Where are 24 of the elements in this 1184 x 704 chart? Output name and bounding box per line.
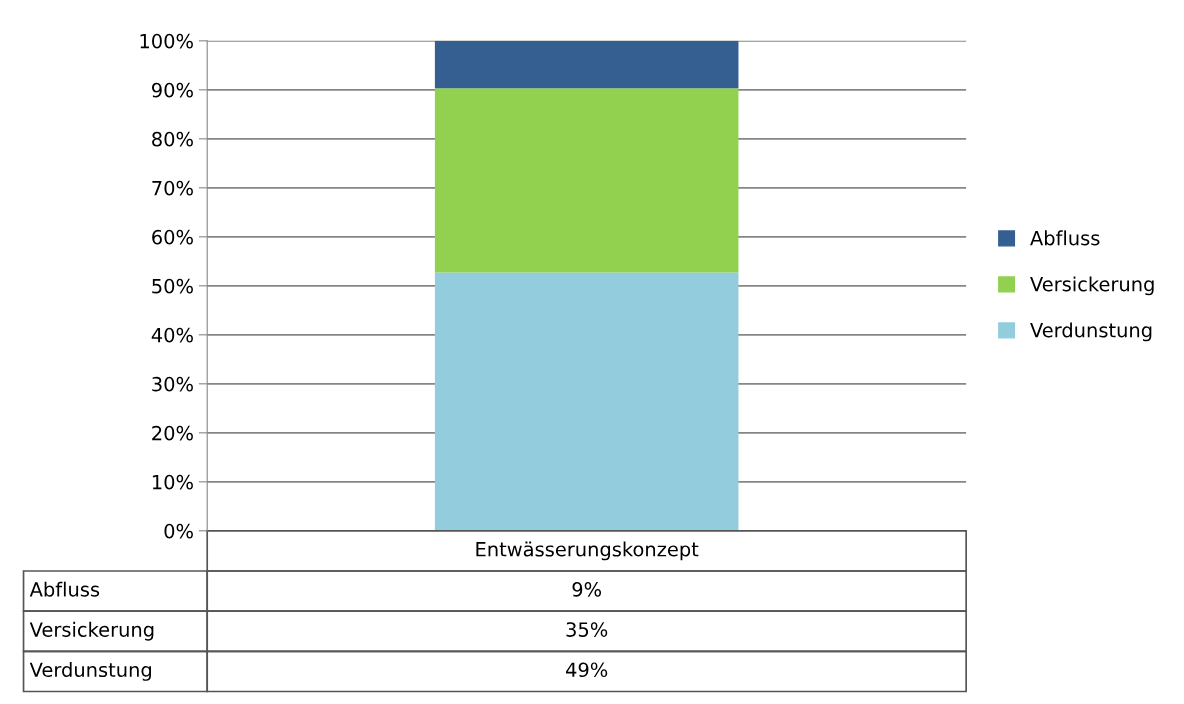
bar (434, 88, 739, 273)
y-tick-label: 40% (151, 327, 193, 343)
legend-label: Versickerung (1030, 276, 1154, 296)
y-tick-label: 30% (152, 376, 193, 392)
bar (434, 40, 739, 89)
text: Verdunstung (29, 662, 151, 681)
text: 49% (566, 662, 608, 678)
text: Versickerung (29, 621, 154, 641)
legend-label: Abfluss (1030, 230, 1100, 246)
y-tick-label: 80% (152, 131, 193, 147)
y-tick-label: 20% (152, 425, 193, 441)
bar (434, 272, 739, 531)
y-tick-label: 10% (152, 474, 193, 490)
y-tick-label: 90% (152, 82, 193, 98)
y-tick-label: 70% (152, 180, 193, 196)
legend-label: Verdunstung (1030, 322, 1152, 342)
text: 9% (572, 582, 602, 597)
x-tick-label: Entwässerungskonzept (476, 541, 699, 561)
y-tick-label: 100% (140, 33, 193, 49)
text: 35% (566, 622, 608, 637)
text: Abfluss (29, 581, 100, 597)
y-tick-label: 50% (152, 278, 193, 294)
y-tick-label: 60% (152, 229, 193, 245)
y-tick-label: 0% (164, 523, 193, 539)
